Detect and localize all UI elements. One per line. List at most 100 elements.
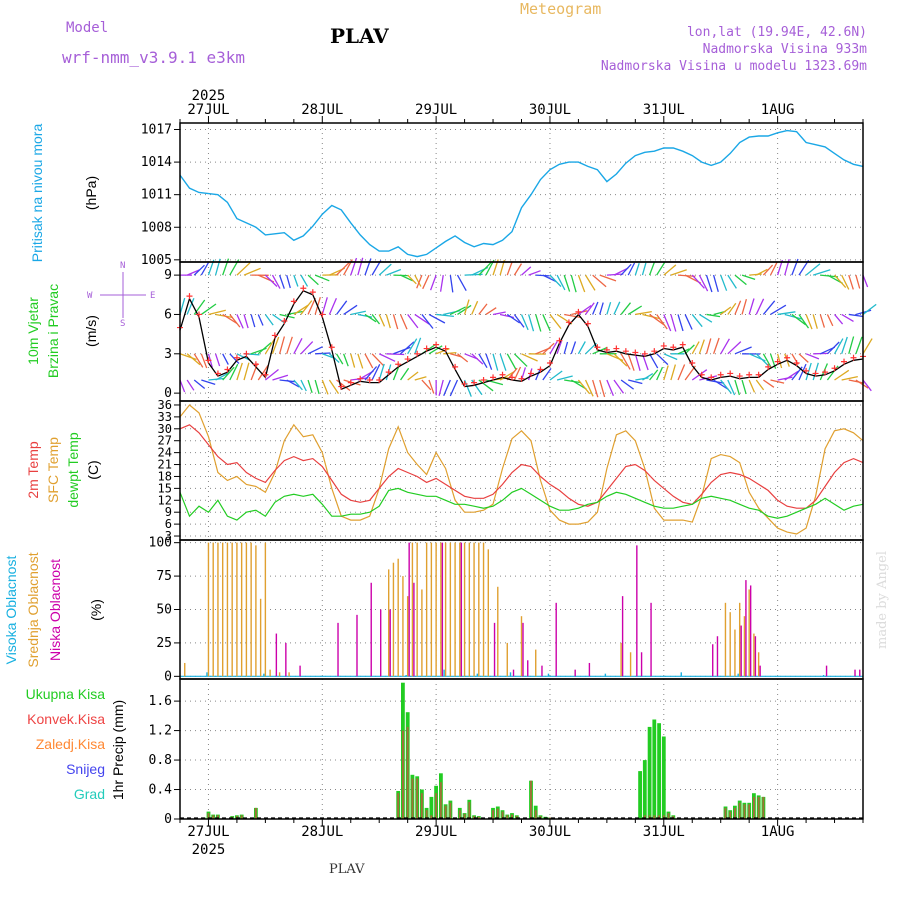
wind-arrow (179, 379, 186, 393)
wind-arrow (364, 313, 377, 323)
wind-arrow (307, 346, 323, 355)
conv-precip-bar (648, 815, 651, 819)
wind-arrow (549, 340, 558, 355)
wind-arrow (392, 365, 400, 381)
wind-arrow (436, 313, 454, 318)
wind-arrow (200, 303, 217, 315)
y-tick-label: 1.2 (149, 724, 172, 739)
wind-arrow (713, 379, 729, 391)
wind-arrow (400, 367, 410, 381)
wind-arrow (620, 302, 632, 315)
wind-gust-marker (689, 359, 696, 366)
temperature-panel-frame (179, 400, 864, 541)
y-tick-label: 24 (158, 446, 172, 460)
dew-panel-label: dewpt Temp (65, 432, 81, 507)
wind-arrow (371, 364, 381, 381)
wind-gust-marker (243, 350, 250, 357)
t2m-panel-label: 2m Temp (25, 441, 41, 499)
pressure-line (179, 129, 864, 258)
conv-precip-bar (734, 807, 736, 819)
total-precip-bar (652, 719, 657, 819)
wind-arrow (321, 379, 329, 395)
wind-gust-marker (584, 320, 591, 327)
wind-arrow (499, 353, 507, 371)
wind-gust-marker (300, 285, 307, 292)
wind-arrow (300, 300, 313, 315)
wind-arrow (421, 314, 434, 329)
y-tick-label: 15 (158, 481, 172, 495)
y-tick-label: 9 (164, 268, 172, 283)
day-label-bottom: 31JUL (643, 824, 685, 840)
model-name: wrf-nmm_v3.9.1 e3km (62, 48, 246, 67)
wind-arrow (798, 314, 810, 329)
wind-gust-marker (537, 366, 544, 373)
wind-arrow (400, 274, 413, 282)
wind-arrow (243, 267, 261, 276)
wind-arrow (720, 379, 732, 394)
lonlat-label: lon,lat (19.94E, 42.6N) (686, 25, 867, 40)
wind-arrow (777, 311, 796, 316)
wind-gust-marker (385, 369, 392, 376)
wind-arrow (705, 274, 713, 293)
wind-gust-marker (452, 363, 459, 370)
wind-arrow (428, 313, 446, 324)
wind-arrow (648, 261, 656, 276)
total-precip-bar (661, 736, 666, 819)
wind-arrow (278, 336, 286, 354)
y-tick-label: 75 (156, 569, 172, 584)
conv-precip-bar (468, 802, 471, 819)
conv-precip-bar (420, 793, 423, 819)
wind-arrow (286, 379, 300, 388)
wind-arrow (229, 363, 239, 381)
wind-arrow (734, 300, 742, 315)
hail-label: Grad (74, 786, 105, 802)
wind-gust-marker (822, 369, 829, 376)
wind-arrow (386, 353, 405, 356)
wind-arrow (428, 345, 443, 355)
wind-arrow (663, 314, 672, 332)
wind-arrow (798, 259, 810, 276)
wind-arrow (429, 274, 437, 291)
wind-arrow (805, 353, 820, 360)
wind-arrow (642, 313, 660, 320)
wind-gust-marker (793, 359, 800, 366)
wind-arrow (862, 274, 869, 288)
wind-arrow (585, 302, 595, 315)
conv-precip-bar (435, 793, 438, 819)
y-tick-label: 3 (165, 529, 172, 543)
y-tick-label: 36 (158, 398, 172, 412)
conv-precip-bar (501, 811, 504, 819)
wind-arrow (841, 336, 848, 354)
wind-arrow (357, 353, 364, 369)
wind-arrow (670, 364, 677, 381)
wind-arrow (222, 258, 230, 276)
wind-arrow (727, 379, 736, 396)
day-label-bottom: 30JUL (529, 824, 571, 840)
wind-arrow (222, 313, 238, 325)
wind-arrow (208, 309, 226, 316)
altitude-label: Nadmorska Visina 933m (702, 42, 867, 57)
wind-arrow (520, 367, 527, 381)
wind-arrow (506, 313, 521, 324)
day-label-top: 31JUL (643, 102, 685, 118)
wind-arrow (513, 314, 525, 328)
conv-precip-bar (212, 815, 215, 819)
conv-precip-bar (724, 807, 727, 819)
wind-arrow (706, 313, 721, 318)
wind-arrow (712, 274, 719, 292)
compass-w: W (87, 291, 93, 301)
wind-arrow (592, 301, 599, 315)
conv-precip-bar (729, 811, 732, 819)
wind-arrow (527, 368, 533, 381)
wind-arrow (705, 338, 712, 354)
conv-precip-label: Konvek.Kisa (27, 711, 105, 727)
wind-arrow (264, 338, 276, 355)
wind-arrow (428, 379, 435, 394)
conv-precip-bar (406, 726, 409, 819)
wind-arrow (592, 274, 607, 288)
wind-arrow (439, 275, 444, 292)
day-label-top: 29JUL (415, 102, 457, 118)
conv-precip-bar (397, 793, 400, 819)
wind-arrow (293, 274, 299, 287)
wind-gust-marker (717, 371, 724, 378)
